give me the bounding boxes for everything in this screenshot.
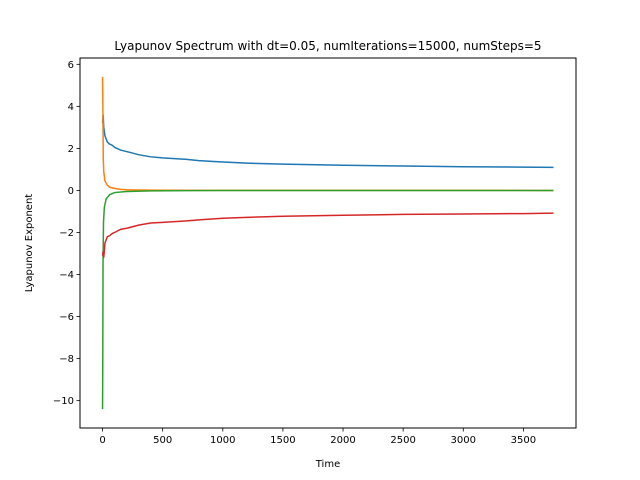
series-layer <box>101 76 554 410</box>
y-tick-label: 6 <box>68 60 74 71</box>
x-axis-title: Time <box>315 459 340 470</box>
y-tick-label: −2 <box>59 228 74 239</box>
x-tick-label: 2500 <box>390 435 415 446</box>
x-tick-label: 500 <box>153 435 172 446</box>
y-tick-label: 4 <box>68 102 74 113</box>
x-tick-label: 1000 <box>210 435 235 446</box>
y-tick-label: −8 <box>59 354 74 365</box>
x-tick-label: 3500 <box>511 435 536 446</box>
y-tick-label: −4 <box>59 270 74 281</box>
plot-frame <box>79 57 577 429</box>
x-axis: 0 500 1000 1500 2000 2500 3000 3500 <box>99 428 536 446</box>
x-tick-label: 0 <box>99 435 105 446</box>
y-axis-title: Lyapunov Exponent <box>24 194 35 292</box>
series-line-4 <box>101 212 554 258</box>
y-tick-label: 2 <box>68 144 74 155</box>
y-tick-label: −10 <box>53 396 74 407</box>
x-tick-label: 3000 <box>451 435 476 446</box>
x-tick-label: 2000 <box>330 435 355 446</box>
y-tick-label: 0 <box>68 186 74 197</box>
chart-title: Lyapunov Spectrum with dt=0.05, numItera… <box>114 39 541 53</box>
y-axis: −10 −8 −6 −4 −2 0 2 4 6 <box>53 60 80 407</box>
series-line-1 <box>101 114 554 169</box>
x-tick-label: 1500 <box>270 435 295 446</box>
y-tick-label: −6 <box>59 312 74 323</box>
